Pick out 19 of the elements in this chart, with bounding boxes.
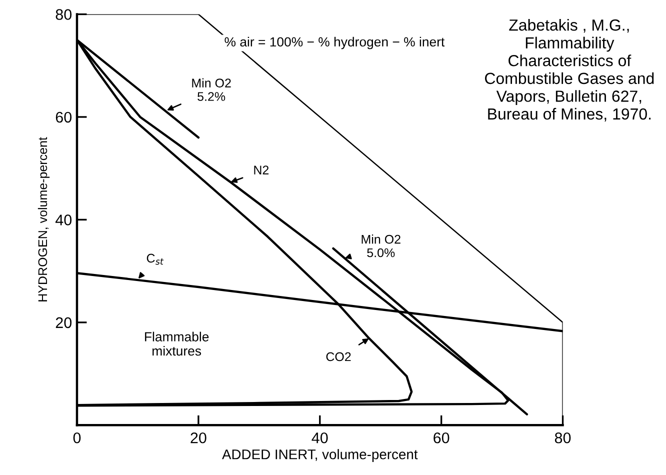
y-tick-label: 40: [55, 214, 72, 226]
annotation: Flammable mixtures: [145, 332, 209, 356]
x-tick-label: 20: [190, 432, 206, 444]
y-tick-label: 20: [56, 317, 72, 328]
x-tick-label: 40: [312, 432, 328, 444]
x-tick-label: 80: [554, 432, 571, 444]
annotation: Zabetakis , M.G., Flammability Characteristics of Combustible Gases and Vapors, Bulletin 627, Bureau of Mines, 1970.: [485, 19, 654, 122]
annotation: Min O2 5.0%: [362, 234, 400, 258]
annotation: N2: [254, 166, 269, 174]
y-tick-label: 80: [56, 9, 72, 20]
annotation: Min O2 5.2%: [192, 78, 231, 101]
y-axis-title: HYDROGEN, volume-percent: [38, 137, 50, 302]
annotation: CO2: [326, 352, 351, 362]
annotation: % air = 100% − % hydrogen − % inert: [224, 36, 445, 50]
annotation: C$_{st}$: [146, 254, 164, 265]
x-tick-label: 0: [73, 432, 81, 444]
y-tick-label: 60: [56, 112, 72, 123]
x-tick-label: 60: [434, 432, 450, 444]
x-axis-title: ADDED INERT, volume-percent: [222, 449, 418, 462]
